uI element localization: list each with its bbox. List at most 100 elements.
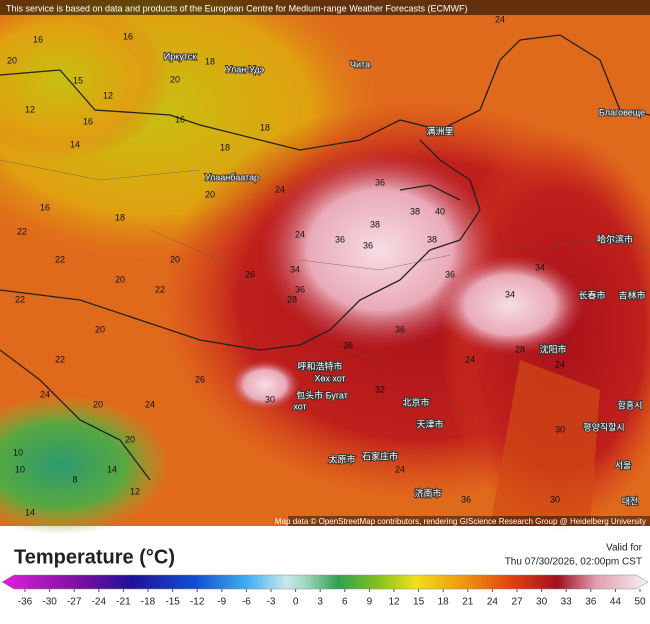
- temperature-label: 24: [465, 354, 475, 364]
- valid-label: Valid for: [606, 543, 643, 554]
- place-label: 北京市: [402, 396, 429, 407]
- place-label: 沈阳市: [539, 343, 566, 354]
- temperature-label: 8: [72, 474, 77, 484]
- valid-time: Thu 07/30/2026, 02:00pm CST: [505, 557, 642, 568]
- temperature-label: 34: [290, 264, 300, 274]
- temperature-label: 18: [115, 212, 125, 222]
- colorbar-tick-label: -18: [141, 597, 156, 608]
- colorbar-tick-label: -36: [18, 597, 33, 608]
- place-label: 太原市: [328, 453, 355, 464]
- temperature-label: 38: [410, 206, 420, 216]
- temperature-label: 16: [123, 31, 133, 41]
- temperature-label: 14: [70, 139, 80, 149]
- temperature-label: 36: [375, 177, 385, 187]
- temperature-label: 20: [95, 324, 105, 334]
- temperature-label: 30: [265, 394, 275, 404]
- place-label: 呼和浩特市: [297, 360, 342, 371]
- temperature-label: 36: [461, 494, 471, 504]
- legend-title: Temperature (°C): [14, 546, 175, 568]
- temperature-label: 32: [375, 384, 385, 394]
- colorbar-tick-label: -21: [116, 597, 131, 608]
- temperature-label: 18: [260, 122, 270, 132]
- map: Иркутск Улан-Удэ Чита Улаанбаатар Благовеще 满…: [0, 0, 650, 535]
- place-label: Улан-Удэ: [226, 64, 265, 74]
- temperature-label: 36: [395, 324, 405, 334]
- colorbar-tick-label: 33: [561, 597, 573, 608]
- legend: Temperature (°C) Valid for Thu 07/30/202…: [1, 543, 649, 608]
- temperature-label: 16: [33, 34, 43, 44]
- colorbar-tick-label: -30: [42, 597, 57, 608]
- colorbar-tick-label: 24: [487, 597, 499, 608]
- temperature-label: 12: [25, 104, 35, 114]
- temperature-label: 38: [427, 234, 437, 244]
- colorbar-tick-label: -12: [190, 597, 205, 608]
- temperature-label: 40: [435, 206, 445, 216]
- place-label: 长春市: [578, 289, 605, 300]
- colorbar-tick-label: -3: [267, 597, 276, 608]
- colorbar-tick-label: 18: [438, 597, 450, 608]
- temperature-label: 22: [17, 226, 27, 236]
- temperature-label: 28: [515, 344, 525, 354]
- place-label: 天津市: [416, 418, 443, 429]
- temperature-label: 20: [7, 55, 17, 65]
- temperature-label: 20: [170, 74, 180, 84]
- temperature-label: 22: [55, 354, 65, 364]
- colorbar: [1, 574, 649, 590]
- temperature-label: 22: [55, 254, 65, 264]
- temperature-label: 24: [145, 399, 155, 409]
- place-label: 대전: [622, 496, 639, 506]
- place-label: хот: [293, 401, 306, 411]
- temperature-label: 22: [155, 284, 165, 294]
- attribution: This service is based on data and produc…: [6, 3, 468, 13]
- place-label: 石家庄市: [362, 450, 398, 461]
- colorbar-tick-label: 36: [585, 597, 597, 608]
- temperature-label: 10: [13, 447, 23, 457]
- colorbar-tick-label: 0: [293, 597, 299, 608]
- temperature-label: 36: [295, 284, 305, 294]
- place-label: 包头市 Бугат: [296, 389, 348, 400]
- temperature-label: 20: [125, 434, 135, 444]
- temperature-label: 38: [370, 219, 380, 229]
- temperature-label: 34: [505, 289, 515, 299]
- temperature-label: 14: [25, 507, 35, 517]
- temperature-label: 24: [555, 359, 565, 369]
- temperature-label: 36: [335, 234, 345, 244]
- map-credit: Map data © OpenStreetMap contributors, r…: [275, 517, 646, 526]
- place-label: Чита: [350, 59, 370, 69]
- place-label: 满洲里: [426, 126, 453, 136]
- temperature-label: 30: [550, 494, 560, 504]
- temperature-label: 16: [175, 114, 185, 124]
- place-label: Улаанбаатар: [205, 172, 259, 182]
- colorbar-tick-label: 44: [610, 597, 622, 608]
- colorbar-tick-label: -27: [67, 597, 82, 608]
- temperature-label: 26: [245, 269, 255, 279]
- temperature-label: 20: [170, 254, 180, 264]
- colorbar-tick-label: -9: [217, 597, 226, 608]
- temperature-label: 26: [195, 374, 205, 384]
- temperature-label: 36: [343, 340, 353, 350]
- temperature-label: 16: [40, 202, 50, 212]
- temperature-label: 16: [83, 116, 93, 126]
- colorbar-tick-label: 27: [511, 597, 523, 608]
- temperature-label: 36: [363, 240, 373, 250]
- colorbar-tick-label: 3: [317, 597, 323, 608]
- temperature-label: 24: [40, 389, 50, 399]
- temperature-label: 12: [103, 90, 113, 100]
- colorbar-tick-label: 6: [342, 597, 348, 608]
- temperature-label: 24: [275, 184, 285, 194]
- colorbar-tick-label: 9: [367, 597, 373, 608]
- temperature-label: 20: [93, 399, 103, 409]
- temperature-label: 24: [495, 14, 505, 24]
- colorbar-tick-label: 21: [462, 597, 474, 608]
- temperature-label: 34: [535, 262, 545, 272]
- temperature-label: 24: [295, 229, 305, 239]
- place-label: 济南市: [414, 487, 441, 498]
- temperature-label: 18: [220, 142, 230, 152]
- temperature-label: 18: [205, 56, 215, 66]
- temperature-label: 15: [73, 75, 83, 85]
- colorbar-tick-label: -15: [165, 597, 180, 608]
- colorbar-tick-label: 15: [413, 597, 425, 608]
- place-label: Благовеще: [599, 107, 645, 117]
- temperature-label: 20: [115, 274, 125, 284]
